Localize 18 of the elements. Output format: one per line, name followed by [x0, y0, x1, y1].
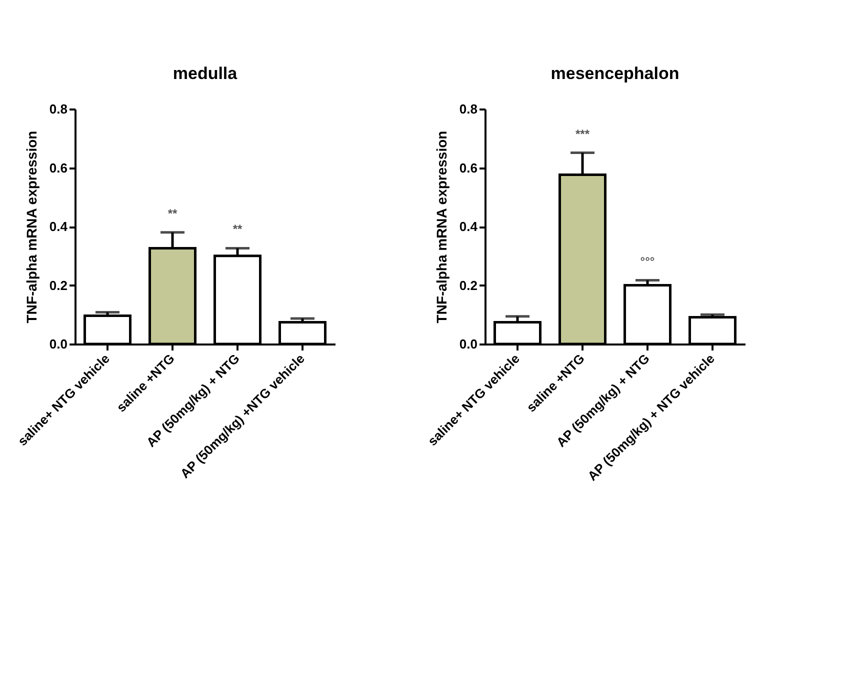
y-tick-label: 0.6 [459, 160, 478, 176]
y-tick-label: 0.0 [49, 336, 68, 352]
y-tick-label: 0.8 [49, 102, 68, 116]
annotation: °°° [640, 254, 655, 268]
y-tick-label: 0.2 [459, 278, 478, 293]
y-tick-label: 0.8 [459, 102, 478, 116]
y-tick-label: 0.6 [49, 160, 68, 176]
y-tick-label: 0.2 [49, 278, 68, 293]
y-tick-label: 0.4 [49, 219, 68, 234]
annotation: ** [168, 206, 178, 220]
y-tick-label: 0.4 [459, 219, 478, 234]
annotation: *** [575, 126, 590, 141]
chart-title: mesencephalon [550, 64, 680, 83]
annotation: ** [232, 222, 242, 236]
y-tick-label: 0.0 [459, 336, 478, 352]
y-axis-title: TNF-alpha mRNA expression [23, 130, 40, 324]
chart-title: medulla [172, 64, 238, 83]
y-axis-title: TNF-alpha mRNA expression [433, 130, 450, 324]
